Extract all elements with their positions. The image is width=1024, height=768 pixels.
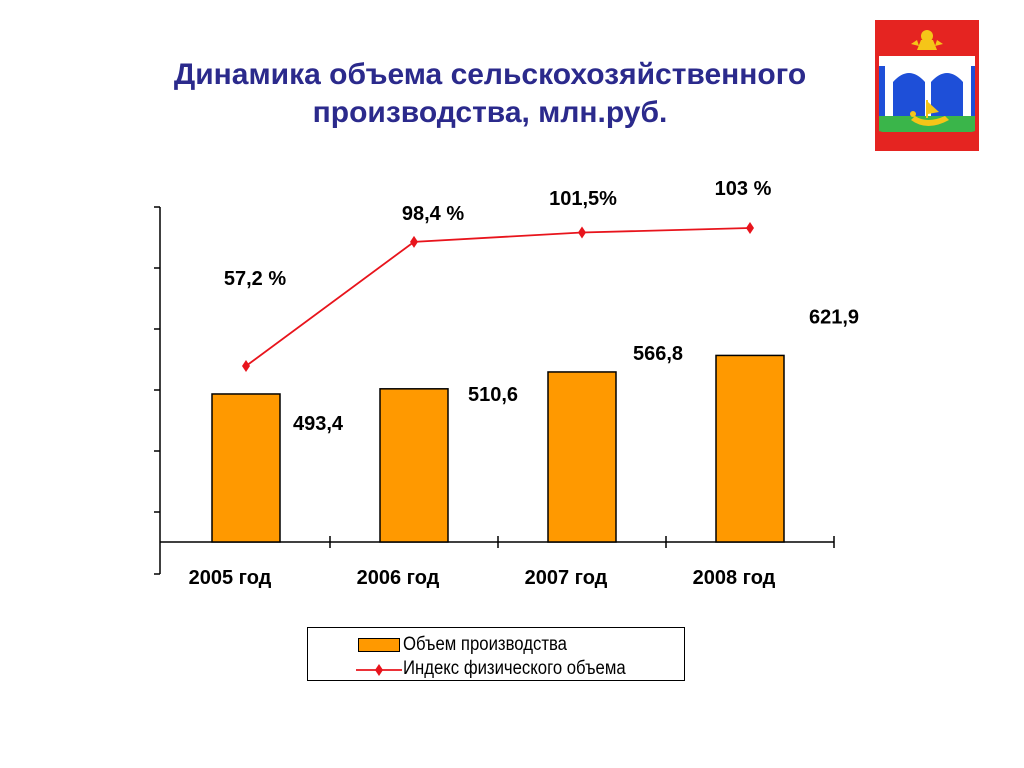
bar-4 (715, 354, 785, 543)
x-tick-label-1: 2005 год (189, 567, 272, 589)
legend-swatch-line (356, 664, 402, 676)
page-title: Динамика объема сельскохозяйственного пр… (100, 56, 880, 132)
coat-of-arms-emblem (875, 20, 979, 151)
line-label-1: 57,2 % (224, 268, 286, 290)
legend-item-line: Индекс физического объема (308, 658, 684, 682)
bar-series (211, 354, 785, 543)
x-tick-label-2: 2006 год (357, 567, 440, 589)
title-line-2: производства, млн.руб. (312, 96, 668, 129)
title-line-1: Динамика объема сельскохозяйственного (173, 58, 807, 91)
y-axis (154, 206, 161, 575)
bar-3 (547, 371, 617, 543)
line-label-4: 103 % (715, 178, 772, 200)
coat-of-arms-icon (875, 20, 979, 151)
line-marker-3 (578, 226, 586, 239)
line-marker-2 (410, 235, 418, 248)
x-tick-labels: 2005 год 2006 год 2007 год 2008 год (189, 567, 776, 589)
bar-label-3: 566,8 (633, 343, 683, 365)
line-series (242, 222, 754, 372)
line-value-labels: 57,2 % 98,4 % 101,5% 103 % (224, 178, 772, 290)
legend-swatch-bar (358, 638, 400, 652)
bar-1 (211, 393, 281, 543)
legend-item-bar: Объем производства (308, 634, 684, 658)
bar-2 (379, 388, 449, 543)
line-label-2: 98,4 % (402, 203, 464, 225)
bar-label-2: 510,6 (468, 384, 518, 406)
line-label-3: 101,5% (549, 188, 617, 210)
index-line (245, 227, 751, 367)
bar-label-1: 493,4 (293, 413, 344, 435)
x-tick-label-4: 2008 год (693, 567, 776, 589)
line-marker-1 (242, 360, 250, 372)
legend-label-bar: Объем производства (403, 634, 567, 655)
x-tick-label-3: 2007 год (525, 567, 608, 589)
line-marker-4 (746, 222, 754, 234)
bar-value-labels: 493,4 510,6 566,8 621,9 (293, 306, 859, 435)
chart-legend: Объем производства Индекс физического об… (307, 627, 685, 681)
bar-label-4: 621,9 (809, 306, 859, 328)
legend-label-line: Индекс физического объема (403, 658, 626, 679)
